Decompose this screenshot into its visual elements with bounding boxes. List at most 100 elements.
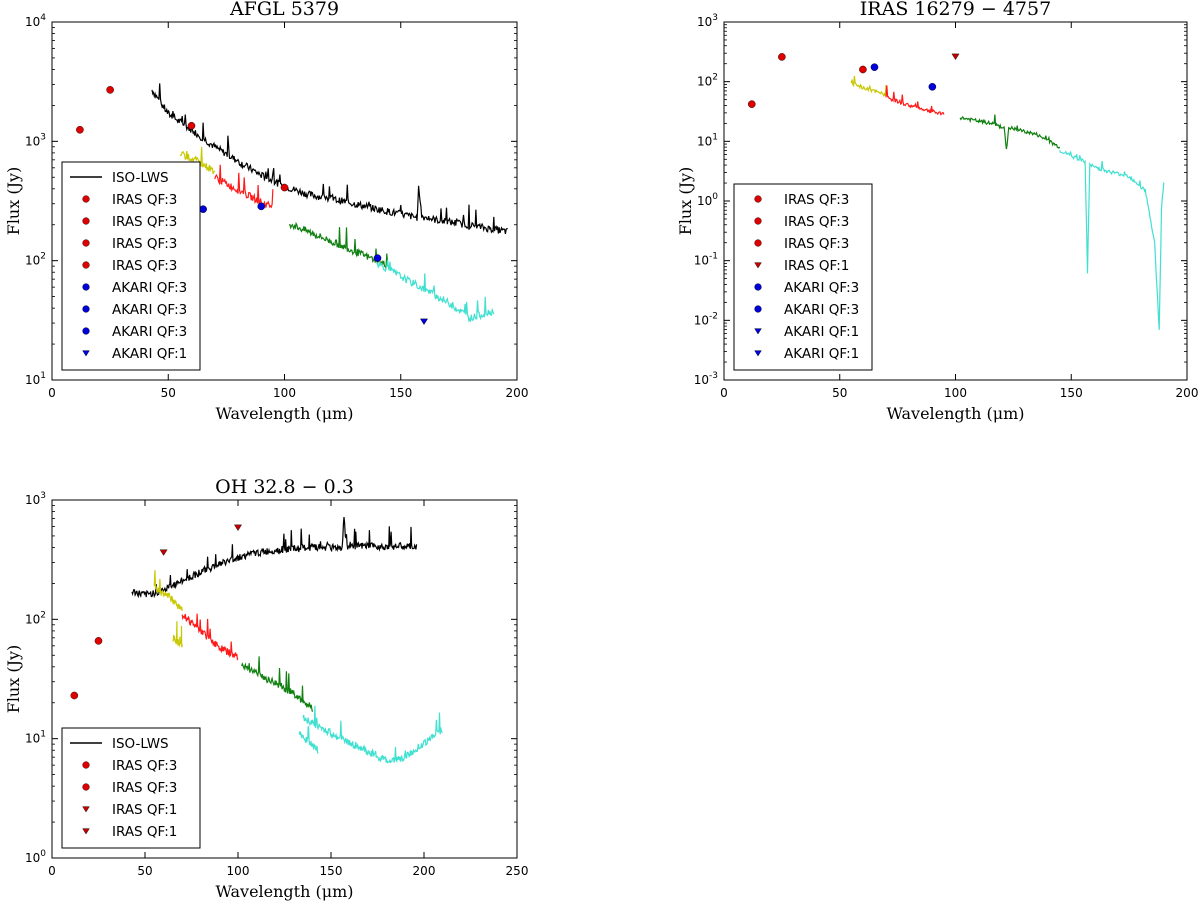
x-tick-label: 150 (1060, 386, 1083, 400)
y-tick-exponent: -3 (709, 371, 718, 381)
legend-marker-swatch (754, 217, 762, 225)
y-tick-base: 10 (25, 15, 40, 29)
y-tick-label: 100 (25, 849, 46, 865)
legend-label: ISO-LWS (112, 736, 169, 752)
x-tick-label: 250 (506, 864, 529, 878)
series-line-2 (959, 114, 1061, 150)
x-axis-label: Wavelength (μm) (215, 882, 353, 901)
y-tick-exponent: -2 (709, 311, 718, 321)
x-axis-label: Wavelength (μm) (886, 404, 1024, 423)
legend-label: IRAS QF:3 (112, 236, 177, 252)
series-line-2 (172, 621, 183, 648)
y-tick-base: 10 (694, 373, 709, 387)
y-tick-label: 103 (25, 491, 46, 507)
chart-title: OH 32.8 − 0.3 (215, 476, 354, 498)
y-tick-exponent: 4 (40, 13, 46, 23)
y-tick-label: 102 (25, 252, 46, 268)
data-point-5 (928, 83, 937, 91)
legend-marker-swatch (754, 305, 762, 313)
y-tick-base: 10 (694, 254, 709, 268)
y-tick-exponent: 3 (712, 13, 718, 23)
y-tick-exponent: 0 (40, 849, 46, 859)
data-point-3 (234, 524, 242, 531)
y-tick-label: 100 (697, 192, 718, 208)
series-group (151, 83, 508, 323)
series-group (131, 517, 443, 764)
y-tick-base: 10 (25, 493, 40, 507)
chart-panel-1: AFGL 5379 Wavelength (μm) Flux (Jy) 0 50 100 1… (4, 0, 528, 423)
x-tick-label: 100 (227, 864, 250, 878)
y-tick-label: 10-2 (694, 311, 718, 327)
y-tick-label: 102 (697, 73, 718, 89)
legend-marker-swatch (82, 828, 90, 835)
series-line-1 (179, 146, 216, 175)
legend-marker-swatch (82, 239, 90, 247)
plot-frame (51, 499, 518, 859)
legend-label: AKARI QF:3 (784, 302, 859, 318)
y-tick-exponent: 2 (40, 252, 46, 262)
y-tick-label: 10-1 (694, 252, 718, 268)
series-line-4 (376, 260, 495, 323)
data-point-1 (778, 53, 786, 61)
legend-label: IRAS QF:3 (112, 192, 177, 208)
y-tick-exponent: 2 (712, 73, 718, 83)
series-line-3 (289, 221, 390, 271)
data-point-2 (159, 549, 168, 556)
legend-marker-swatch (82, 283, 90, 291)
y-axis-label: Flux (Jy) (676, 167, 695, 236)
legend-marker-swatch (754, 195, 762, 203)
legend-label: IRAS QF:1 (112, 824, 177, 840)
data-point-3 (951, 53, 960, 61)
legend-label: ISO-LWS (112, 170, 169, 186)
legend-label: IRAS QF:3 (784, 236, 849, 252)
x-tick-label: 0 (48, 386, 56, 400)
x-tick-label: 200 (506, 386, 529, 400)
series-line-0 (131, 517, 418, 599)
series-line-5 (302, 705, 443, 764)
series-line-3 (1059, 150, 1165, 330)
y-tick-base: 10 (25, 373, 40, 387)
x-tick-label: 150 (389, 386, 412, 400)
data-point-0 (76, 125, 84, 134)
legend-label: IRAS QF:3 (784, 192, 849, 208)
legend: ISO-LWS IRAS QF:3 IRAS QF:3 IRAS QF:1 IRAS Q… (61, 727, 201, 849)
data-point-1 (94, 637, 103, 645)
y-tick-base: 10 (697, 15, 712, 29)
series-line-1 (153, 570, 183, 611)
legend-marker-swatch (754, 350, 762, 357)
legend-marker-swatch (82, 305, 90, 313)
series-line-6 (298, 726, 319, 754)
legend-label: IRAS QF:3 (112, 780, 177, 796)
chart-panel-3: OH 32.8 − 0.3 Wavelength (μm) Flux (Jy) 0 50… (4, 476, 528, 901)
chart-panel-2: IRAS 16279 − 4757 Wavelength (μm) Flux (Jy… (676, 0, 1198, 423)
legend-label: AKARI QF:3 (112, 302, 187, 318)
data-point-0 (747, 100, 756, 108)
legend-label: IRAS QF:3 (112, 214, 177, 230)
legend-marker-swatch (82, 195, 90, 203)
y-axis-label: Flux (Jy) (4, 645, 23, 714)
y-tick-base: 10 (697, 194, 712, 208)
x-tick-label: 50 (832, 386, 847, 400)
data-point-0 (70, 691, 79, 700)
y-tick-exponent: -1 (709, 252, 718, 262)
legend-label: IRAS QF:3 (112, 758, 177, 774)
y-tick-base: 10 (25, 851, 40, 865)
x-tick-label: 50 (137, 864, 152, 878)
x-tick-label: 0 (48, 864, 56, 878)
legend-marker-swatch (82, 806, 90, 813)
legend-marker-swatch (754, 239, 762, 247)
y-tick-exponent: 1 (40, 730, 46, 740)
plot-frame (51, 21, 518, 381)
x-tick-label: 50 (161, 386, 176, 400)
y-tick-base: 10 (25, 732, 40, 746)
y-tick-base: 10 (25, 254, 40, 268)
legend-label: AKARI QF:3 (112, 324, 187, 340)
legend-label: AKARI QF:1 (784, 324, 859, 340)
legend-box (733, 183, 873, 371)
data-point-1 (106, 86, 114, 94)
y-tick-exponent: 3 (40, 132, 46, 142)
y-tick-label: 103 (25, 132, 46, 148)
data-point-3 (280, 183, 289, 192)
x-tick-label: 0 (720, 386, 728, 400)
y-tick-exponent: 1 (40, 371, 46, 381)
